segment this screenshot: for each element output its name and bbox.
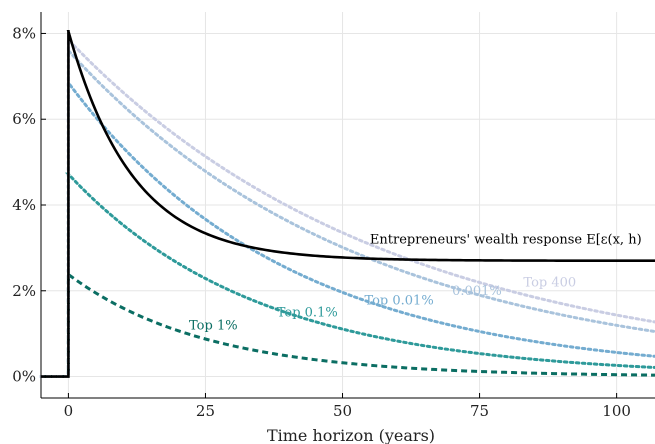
series-label-3: Top 0.01% [364, 294, 433, 309]
y-tick-label-4: 8% [12, 24, 36, 42]
grid [41, 12, 655, 398]
x-tick-label-2: 50 [333, 402, 352, 420]
x-tick-label-1: 25 [196, 402, 215, 420]
y-tick-label-2: 4% [12, 196, 36, 214]
y-tick-label-0: 0% [12, 368, 36, 386]
series-line-3 [39, 81, 655, 379]
series-label-4: Top 0.1% [277, 306, 338, 321]
annotations: Entrepreneurs' wealth response E[ε(x, h)… [189, 233, 642, 334]
series-line-1 [39, 38, 655, 379]
series-line-4 [39, 172, 655, 379]
y-tick-label-3: 6% [12, 110, 36, 128]
series-label-0: Entrepreneurs' wealth response E[ε(x, h) [370, 233, 642, 248]
y-tick-label-1: 2% [12, 282, 36, 300]
x-axis-title: Time horizon (years) [267, 426, 435, 444]
series-label-5: Top 1% [189, 318, 238, 333]
series-line-5 [41, 272, 655, 379]
series-layer [39, 30, 655, 379]
y-axis-ticks: 0% 2% 4% 6% 8% [12, 24, 46, 386]
x-tick-label-4: 100 [602, 402, 631, 420]
series-line-2 [39, 49, 655, 379]
series-label-2: 0.001% [452, 284, 502, 299]
series-line-0 [41, 30, 655, 378]
x-axis-ticks: 0 25 50 75 100 [64, 393, 631, 420]
x-tick-label-3: 75 [470, 402, 489, 420]
x-tick-label-0: 0 [64, 402, 74, 420]
series-label-1: Top 400 [523, 275, 576, 290]
